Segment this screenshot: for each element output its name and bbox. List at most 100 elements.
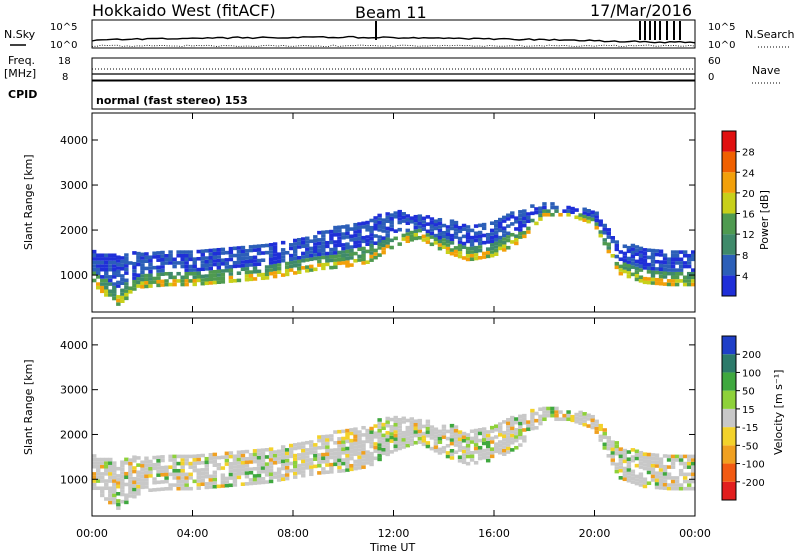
echo-cell [598,434,603,439]
echo-cell [188,264,193,269]
echo-cell [662,479,668,483]
echo-cell [682,461,688,466]
echo-cell [280,258,286,263]
echo-cell [658,249,664,254]
echo-cell [405,235,410,240]
echo-cell [650,252,656,256]
echo-cell [144,266,149,271]
echo-cell [522,230,527,235]
echo-cell [132,487,137,492]
echo-cell [457,430,463,434]
echo-cell [309,257,314,262]
echo-cell [293,453,298,458]
echo-cell [662,464,668,469]
echo-cell [200,256,205,261]
echo-cell [184,271,189,276]
echo-cell [425,222,431,226]
echo-cell [148,284,153,288]
echo-cell [329,462,334,467]
colorbar-swatch [722,463,736,482]
echo-cell [317,241,322,246]
echo-cell [357,444,362,449]
echo-cell [449,438,455,442]
echo-cell [638,253,644,258]
echo-cell [256,466,262,471]
echo-cell [92,271,97,276]
echo-cell [116,477,121,482]
echo-cell [92,464,97,469]
echo-cell [100,278,105,283]
echo-cell [329,452,334,456]
echo-cell [473,435,479,440]
echo-cell [626,263,632,268]
echo-cell [546,413,551,418]
echo-cell [361,250,366,254]
echo-cell [618,454,624,459]
echo-cell [220,272,226,277]
echo-cell [365,224,370,228]
echo-cell [674,279,680,283]
echo-cell [409,417,414,421]
echo-cell [465,436,471,441]
echo-cell [284,268,290,273]
echo-cell [112,497,117,501]
echo-cell [365,432,370,436]
echo-cell [353,237,358,241]
echo-cell [690,468,696,473]
echo-cell [558,417,563,422]
echo-cell [200,253,205,257]
echo-cell [626,260,632,264]
echo-cell [337,440,342,445]
echo-cell [670,253,676,258]
echo-cell [522,417,527,422]
echo-cell [236,475,242,480]
colorbar-swatch [722,131,736,152]
echo-cell [128,486,133,491]
echo-cell [626,271,632,275]
echo-cell [445,436,451,441]
echo-cell [401,420,406,424]
echo-cell [321,234,326,238]
echo-cell [148,466,153,471]
echo-cell [522,220,527,224]
echo-cell [357,247,362,252]
echo-cell [377,450,382,455]
echo-cell [204,467,209,472]
echo-cell [622,473,628,478]
echo-cell [614,466,620,470]
echo-cell [510,423,515,427]
echo-cell [421,216,427,221]
echo-cell [116,474,121,478]
echo-cell [662,282,668,286]
echo-cell [457,251,463,255]
echo-cell [494,219,499,224]
echo-cell [674,275,680,280]
echo-cell [465,447,471,452]
echo-cell [204,485,209,490]
echo-cell [449,237,455,242]
echo-cell [220,480,226,485]
echo-cell [602,428,607,432]
echo-cell [341,458,346,462]
echo-cell [317,256,322,260]
echo-cell [570,210,575,215]
echo-cell [642,255,648,259]
echo-cell [646,255,652,260]
echo-cell [132,494,137,499]
echo-cell [690,279,696,283]
echo-cell [240,464,246,469]
echo-cell [301,448,306,453]
echo-cell [104,497,109,501]
echo-cell [124,482,129,487]
echo-cell [128,479,133,484]
echo-cell [477,428,483,432]
echo-cell [321,434,326,439]
echo-cell [108,490,113,494]
echo-cell [449,226,455,231]
echo-cell [381,225,386,230]
echo-cell [100,472,105,476]
echo-cell [494,252,499,256]
echo-cell [112,296,117,301]
echo-cell [417,440,423,444]
echo-cell [461,245,467,249]
